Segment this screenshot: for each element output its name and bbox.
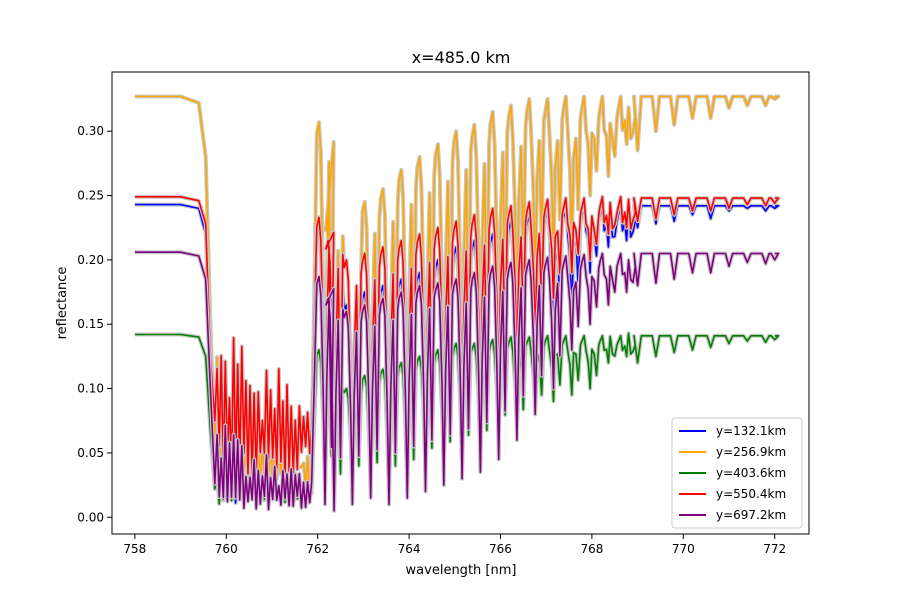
legend: y=132.1km y=256.9km y=403.6km y=550.4km y=69… bbox=[671, 417, 803, 529]
y-tick-label: 0.00 bbox=[77, 510, 104, 524]
y-tick-label: 0.10 bbox=[77, 382, 104, 396]
x-tick-label: 762 bbox=[306, 542, 329, 556]
y-axis-ticks: 0.00 0.05 0.10 0.15 0.20 0.25 0.30 bbox=[77, 124, 112, 524]
legend-entry: y=403.6km bbox=[716, 466, 786, 480]
x-tick-label: 770 bbox=[672, 542, 695, 556]
y-tick-label: 0.05 bbox=[77, 446, 104, 460]
chart-title: x=485.0 km bbox=[412, 48, 511, 67]
plot-frame bbox=[111, 71, 810, 535]
series-line bbox=[134, 251, 780, 512]
y-tick-label: 0.15 bbox=[77, 317, 104, 331]
y-tick-label: 0.20 bbox=[77, 253, 104, 267]
legend-box bbox=[671, 417, 803, 529]
x-tick-label: 768 bbox=[580, 542, 603, 556]
y-axis-label: reflectance bbox=[55, 267, 70, 340]
plot-area bbox=[134, 94, 781, 513]
legend-entry: y=550.4km bbox=[716, 487, 786, 501]
y-tick-label: 0.30 bbox=[77, 124, 104, 138]
legend-entry: y=697.2km bbox=[716, 508, 786, 522]
x-tick-label: 758 bbox=[123, 542, 146, 556]
x-tick-label: 766 bbox=[489, 542, 512, 556]
x-tick-label: 760 bbox=[215, 542, 238, 556]
x-axis-ticks: 758 760 762 764 766 768 770 772 bbox=[123, 534, 786, 556]
legend-entry: y=132.1km bbox=[716, 424, 786, 438]
y-tick-label: 0.25 bbox=[77, 189, 104, 203]
x-tick-label: 772 bbox=[763, 542, 786, 556]
x-tick-label: 764 bbox=[398, 542, 421, 556]
x-axis-label: wavelength [nm] bbox=[406, 563, 517, 578]
legend-entry: y=256.9km bbox=[716, 445, 786, 459]
